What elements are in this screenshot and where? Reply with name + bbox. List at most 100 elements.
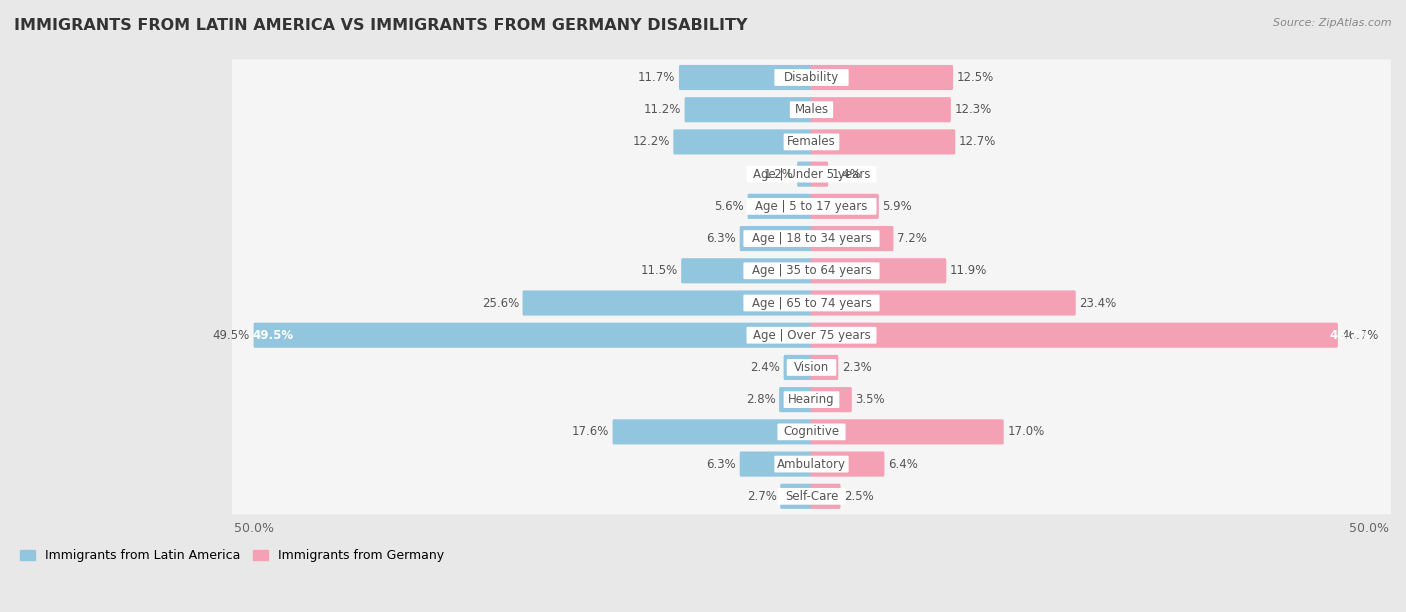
FancyBboxPatch shape bbox=[811, 387, 852, 412]
Text: Males: Males bbox=[794, 103, 828, 116]
FancyBboxPatch shape bbox=[231, 446, 1393, 482]
FancyBboxPatch shape bbox=[811, 97, 950, 122]
FancyBboxPatch shape bbox=[811, 194, 879, 219]
Text: Age | Under 5 years: Age | Under 5 years bbox=[752, 168, 870, 181]
FancyBboxPatch shape bbox=[231, 478, 1393, 514]
Text: Hearing: Hearing bbox=[789, 393, 835, 406]
FancyBboxPatch shape bbox=[747, 166, 876, 182]
FancyBboxPatch shape bbox=[778, 488, 845, 505]
Text: Source: ZipAtlas.com: Source: ZipAtlas.com bbox=[1274, 18, 1392, 28]
FancyBboxPatch shape bbox=[740, 226, 813, 251]
Text: 2.3%: 2.3% bbox=[842, 361, 872, 374]
Text: 17.0%: 17.0% bbox=[1007, 425, 1045, 438]
Text: Disability: Disability bbox=[785, 71, 839, 84]
Text: 25.6%: 25.6% bbox=[482, 296, 519, 310]
Text: Self-Care: Self-Care bbox=[785, 490, 838, 503]
Text: 12.3%: 12.3% bbox=[955, 103, 991, 116]
Text: 11.2%: 11.2% bbox=[644, 103, 681, 116]
FancyBboxPatch shape bbox=[523, 291, 813, 316]
Text: Age | 65 to 74 years: Age | 65 to 74 years bbox=[752, 296, 872, 310]
Text: 46.7%: 46.7% bbox=[1330, 329, 1371, 341]
Text: 1.4%: 1.4% bbox=[832, 168, 862, 181]
FancyBboxPatch shape bbox=[811, 65, 953, 90]
Text: 6.3%: 6.3% bbox=[706, 232, 737, 245]
FancyBboxPatch shape bbox=[780, 483, 813, 509]
FancyBboxPatch shape bbox=[811, 355, 838, 380]
FancyBboxPatch shape bbox=[744, 263, 880, 279]
Text: 11.9%: 11.9% bbox=[950, 264, 987, 277]
FancyBboxPatch shape bbox=[775, 456, 849, 472]
FancyBboxPatch shape bbox=[811, 291, 1076, 316]
FancyBboxPatch shape bbox=[775, 69, 849, 86]
FancyBboxPatch shape bbox=[231, 188, 1393, 225]
Text: 1.2%: 1.2% bbox=[763, 168, 793, 181]
FancyBboxPatch shape bbox=[685, 97, 813, 122]
FancyBboxPatch shape bbox=[673, 129, 813, 154]
FancyBboxPatch shape bbox=[740, 452, 813, 477]
Text: Ambulatory: Ambulatory bbox=[778, 458, 846, 471]
FancyBboxPatch shape bbox=[811, 258, 946, 283]
Text: 2.5%: 2.5% bbox=[844, 490, 875, 503]
Text: 12.2%: 12.2% bbox=[633, 135, 669, 149]
FancyBboxPatch shape bbox=[613, 419, 813, 444]
Text: 23.4%: 23.4% bbox=[1080, 296, 1116, 310]
Text: Females: Females bbox=[787, 135, 837, 149]
FancyBboxPatch shape bbox=[787, 359, 837, 376]
FancyBboxPatch shape bbox=[790, 102, 834, 118]
FancyBboxPatch shape bbox=[231, 124, 1393, 160]
FancyBboxPatch shape bbox=[231, 382, 1393, 417]
FancyBboxPatch shape bbox=[783, 133, 839, 151]
FancyBboxPatch shape bbox=[783, 355, 813, 380]
Text: 6.4%: 6.4% bbox=[889, 458, 918, 471]
Text: 2.8%: 2.8% bbox=[745, 393, 776, 406]
FancyBboxPatch shape bbox=[811, 452, 884, 477]
FancyBboxPatch shape bbox=[231, 349, 1393, 386]
Text: 17.6%: 17.6% bbox=[572, 425, 609, 438]
FancyBboxPatch shape bbox=[231, 414, 1393, 450]
Text: 11.7%: 11.7% bbox=[638, 71, 675, 84]
FancyBboxPatch shape bbox=[747, 198, 876, 215]
Text: 12.5%: 12.5% bbox=[956, 71, 994, 84]
FancyBboxPatch shape bbox=[811, 483, 841, 509]
FancyBboxPatch shape bbox=[797, 162, 813, 187]
Text: 50.0%: 50.0% bbox=[235, 522, 274, 535]
FancyBboxPatch shape bbox=[679, 65, 813, 90]
FancyBboxPatch shape bbox=[231, 317, 1393, 353]
Text: IMMIGRANTS FROM LATIN AMERICA VS IMMIGRANTS FROM GERMANY DISABILITY: IMMIGRANTS FROM LATIN AMERICA VS IMMIGRA… bbox=[14, 18, 748, 34]
FancyBboxPatch shape bbox=[231, 156, 1393, 192]
Text: Vision: Vision bbox=[794, 361, 830, 374]
FancyBboxPatch shape bbox=[747, 327, 876, 343]
Text: 49.5%: 49.5% bbox=[252, 329, 294, 341]
Text: 6.3%: 6.3% bbox=[706, 458, 737, 471]
FancyBboxPatch shape bbox=[811, 323, 1339, 348]
Text: Age | 5 to 17 years: Age | 5 to 17 years bbox=[755, 200, 868, 213]
Text: Age | Over 75 years: Age | Over 75 years bbox=[752, 329, 870, 341]
Text: Cognitive: Cognitive bbox=[783, 425, 839, 438]
FancyBboxPatch shape bbox=[253, 323, 813, 348]
FancyBboxPatch shape bbox=[748, 194, 813, 219]
FancyBboxPatch shape bbox=[783, 391, 839, 408]
Text: 3.5%: 3.5% bbox=[855, 393, 884, 406]
Text: Age | 35 to 64 years: Age | 35 to 64 years bbox=[752, 264, 872, 277]
Legend: Immigrants from Latin America, Immigrants from Germany: Immigrants from Latin America, Immigrant… bbox=[15, 544, 449, 567]
FancyBboxPatch shape bbox=[231, 92, 1393, 128]
FancyBboxPatch shape bbox=[231, 59, 1393, 95]
FancyBboxPatch shape bbox=[811, 162, 828, 187]
FancyBboxPatch shape bbox=[231, 285, 1393, 321]
Text: 49.5%: 49.5% bbox=[212, 329, 250, 341]
FancyBboxPatch shape bbox=[778, 424, 845, 440]
Text: 46.7%: 46.7% bbox=[1341, 329, 1379, 341]
Text: 2.4%: 2.4% bbox=[751, 361, 780, 374]
FancyBboxPatch shape bbox=[811, 419, 1004, 444]
Text: 5.9%: 5.9% bbox=[883, 200, 912, 213]
FancyBboxPatch shape bbox=[231, 220, 1393, 256]
FancyBboxPatch shape bbox=[811, 226, 893, 251]
FancyBboxPatch shape bbox=[744, 294, 880, 312]
Text: 5.6%: 5.6% bbox=[714, 200, 744, 213]
Text: 2.7%: 2.7% bbox=[747, 490, 776, 503]
Text: 12.7%: 12.7% bbox=[959, 135, 997, 149]
Text: 11.5%: 11.5% bbox=[640, 264, 678, 277]
FancyBboxPatch shape bbox=[811, 129, 955, 154]
FancyBboxPatch shape bbox=[681, 258, 813, 283]
FancyBboxPatch shape bbox=[231, 253, 1393, 289]
